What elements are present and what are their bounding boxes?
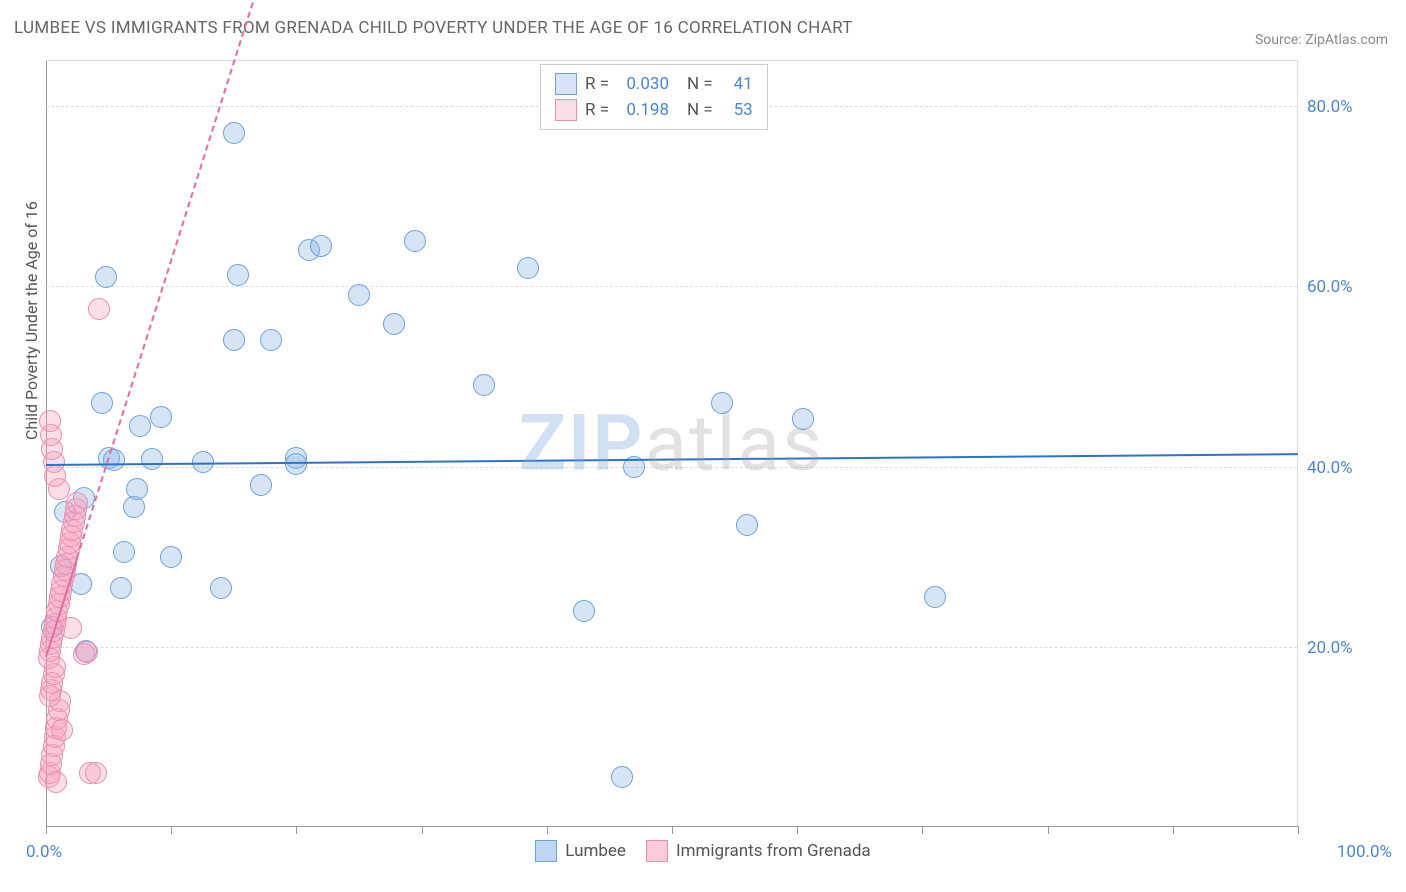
scatter-point xyxy=(924,586,946,608)
scatter-point xyxy=(60,617,82,639)
legend-r-value: 0.030 xyxy=(617,74,669,94)
scatter-point xyxy=(223,329,245,351)
x-tick xyxy=(1048,826,1049,834)
legend-swatch xyxy=(555,73,577,95)
scatter-point xyxy=(383,313,405,335)
legend-swatch xyxy=(646,840,668,862)
scatter-point xyxy=(113,541,135,563)
scatter-point xyxy=(348,284,370,306)
x-tick xyxy=(1173,826,1174,834)
legend-swatch xyxy=(555,99,577,121)
gridline: 40.0% xyxy=(46,467,1297,468)
scatter-point xyxy=(88,298,110,320)
legend-label: Lumbee xyxy=(565,841,626,861)
legend-row: R = 0.198 N = 53 xyxy=(555,97,753,123)
plot-area: 20.0%40.0%60.0%80.0% ZIPatlas xyxy=(46,60,1298,826)
correlation-legend: R = 0.030 N = 41 R = 0.198 N = 53 xyxy=(540,64,768,130)
scatter-point xyxy=(517,257,539,279)
legend-item: Lumbee xyxy=(535,840,626,862)
x-tick xyxy=(922,826,923,834)
scatter-point xyxy=(160,546,182,568)
legend-n-value: 53 xyxy=(721,100,753,120)
scatter-point xyxy=(250,474,272,496)
series-legend: Lumbee Immigrants from Grenada xyxy=(0,840,1406,867)
scatter-point xyxy=(110,577,132,599)
scatter-point xyxy=(91,392,113,414)
legend-n-label: N = xyxy=(687,100,713,120)
scatter-point xyxy=(45,771,67,793)
scatter-point xyxy=(473,374,495,396)
x-tick xyxy=(46,826,47,834)
trend-line xyxy=(46,453,1298,466)
y-tick-label: 20.0% xyxy=(1307,638,1389,658)
scatter-point xyxy=(126,478,148,500)
scatter-point xyxy=(736,514,758,536)
scatter-point xyxy=(66,492,88,514)
y-axis-label: Child Poverty Under the Age of 16 xyxy=(22,201,41,440)
scatter-point xyxy=(792,408,814,430)
scatter-point xyxy=(76,641,98,663)
x-tick xyxy=(296,826,297,834)
gridline: 20.0% xyxy=(46,647,1297,648)
y-tick-label: 40.0% xyxy=(1307,458,1389,478)
y-tick-label: 60.0% xyxy=(1307,277,1389,297)
scatter-point xyxy=(573,600,595,622)
legend-label: Immigrants from Grenada xyxy=(676,841,871,861)
source-attribution: Source: ZipAtlas.com xyxy=(1255,32,1388,48)
scatter-point xyxy=(39,410,61,432)
scatter-point xyxy=(51,719,73,741)
legend-row: R = 0.030 N = 41 xyxy=(555,71,753,97)
scatter-point xyxy=(260,329,282,351)
x-tick xyxy=(422,826,423,834)
scatter-point xyxy=(310,235,332,257)
legend-item: Immigrants from Grenada xyxy=(646,840,871,862)
x-tick xyxy=(1298,826,1299,834)
scatter-point xyxy=(210,577,232,599)
legend-r-label: R = xyxy=(585,74,609,94)
scatter-point xyxy=(711,392,733,414)
scatter-point xyxy=(404,230,426,252)
scatter-point xyxy=(85,762,107,784)
gridline: 60.0% xyxy=(46,286,1297,287)
legend-swatch xyxy=(535,840,557,862)
chart-title: LUMBEE VS IMMIGRANTS FROM GRENADA CHILD … xyxy=(14,18,853,38)
x-tick xyxy=(797,826,798,834)
legend-n-value: 41 xyxy=(721,74,753,94)
x-tick xyxy=(672,826,673,834)
scatter-point xyxy=(141,448,163,470)
x-tick xyxy=(171,826,172,834)
scatter-point xyxy=(227,264,249,286)
legend-n-label: N = xyxy=(687,74,713,94)
scatter-point xyxy=(129,415,151,437)
y-tick-label: 80.0% xyxy=(1307,97,1389,117)
scatter-point xyxy=(150,406,172,428)
x-tick xyxy=(547,826,548,834)
scatter-point xyxy=(95,266,117,288)
scatter-point xyxy=(611,766,633,788)
scatter-point xyxy=(223,122,245,144)
legend-r-label: R = xyxy=(585,100,609,120)
legend-r-value: 0.198 xyxy=(617,100,669,120)
